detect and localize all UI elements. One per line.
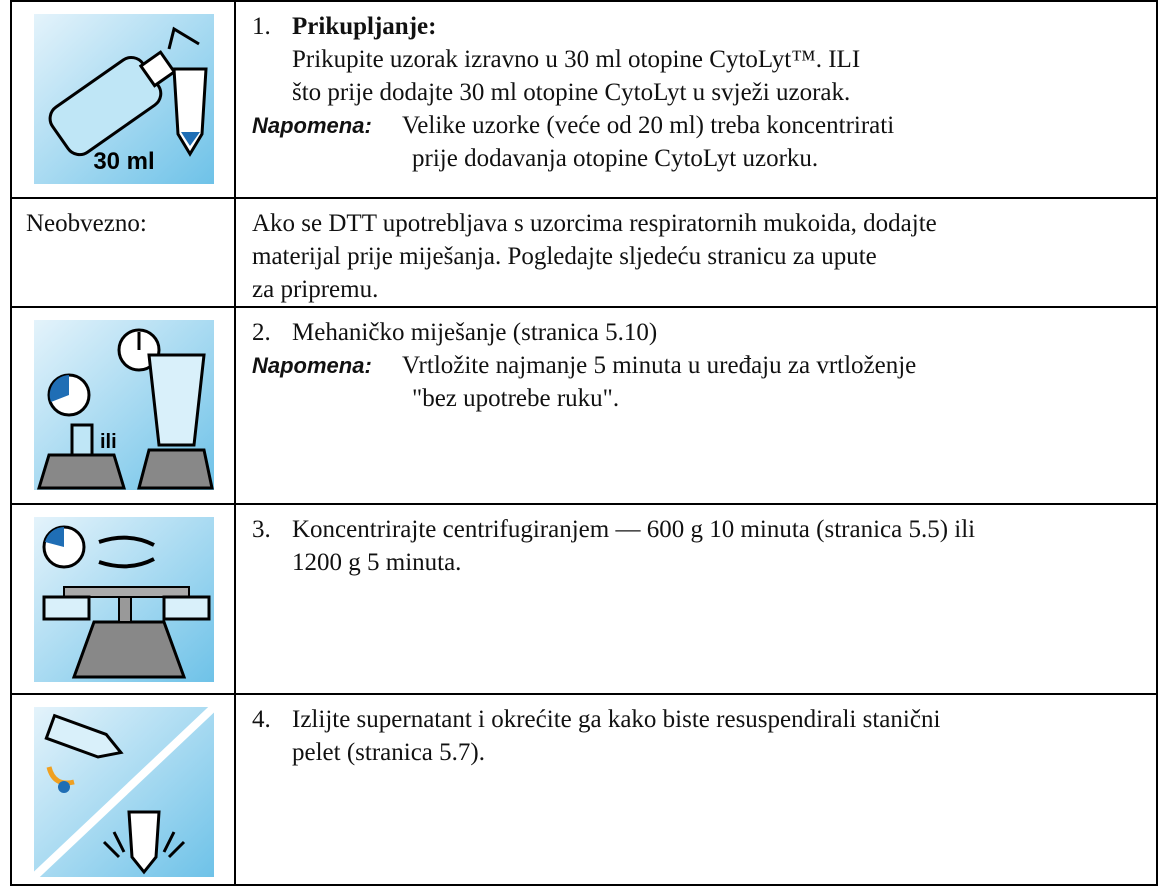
icon-decant xyxy=(34,707,214,877)
step-number: 3. xyxy=(252,516,271,543)
line: za pripremu. xyxy=(252,276,379,303)
line: "bez upotrebe ruku". xyxy=(412,385,620,412)
line: Izlijte supernatant i okrećite ga kako b… xyxy=(292,706,941,733)
icon-cell xyxy=(10,503,236,695)
line: Velike uzorke (veće od 20 ml) treba konc… xyxy=(402,112,895,139)
row: Neobvezno: Ako se DTT upotrebljava s uzo… xyxy=(10,197,1158,308)
icon-label: 30 ml xyxy=(93,148,154,175)
text-cell: 4. Izlijte supernatant i okrećite ga kako… xyxy=(234,693,1158,886)
step-number: 2. xyxy=(252,319,271,346)
row: 4. Izlijte supernatant i okrećite ga kako… xyxy=(10,693,1158,886)
line: Mehaničko miješanje (stranica 5.10) xyxy=(292,319,658,346)
text-cell: 1. Prikupljanje: Prikupite uzorak izravno… xyxy=(234,0,1158,199)
line: Koncentrirajte centrifugiranjem — 600 g … xyxy=(292,516,976,543)
line: prije dodavanja otopine CytoLyt uzorku. xyxy=(412,145,819,172)
step-heading: Prikupljanje: xyxy=(292,13,437,40)
icon-cell: ili xyxy=(10,306,236,505)
line: 1200 g 5 minuta. xyxy=(292,549,462,576)
icon-vortex: ili xyxy=(34,320,214,490)
text-cell: Ako se DTT upotrebljava s uzorcima respi… xyxy=(234,197,1158,308)
icon-cell xyxy=(10,693,236,886)
procedure-table: 30 ml 1. Prikupljanje: Prikupite uzorak i… xyxy=(10,0,1158,886)
line: materijal prije miješanja. Pogledajte sl… xyxy=(252,243,877,270)
text-cell: 3. Koncentrirajte centrifugiranjem — 600 … xyxy=(234,503,1158,695)
line: što prije dodajte 30 ml otopine CytoLyt … xyxy=(292,79,851,106)
icon-label: ili xyxy=(100,431,117,453)
icon-collect: 30 ml xyxy=(34,14,214,184)
note: Napomena: Velike uzorke (veće od 20 ml) t… xyxy=(252,109,1142,175)
label-cell: Neobvezno: xyxy=(10,197,236,308)
note: Napomena: Vrtložite najmanje 5 minuta u u… xyxy=(252,349,1142,415)
line: Ako se DTT upotrebljava s uzorcima respi… xyxy=(252,210,937,237)
icon-centrifuge xyxy=(34,517,214,682)
row: 3. Koncentrirajte centrifugiranjem — 600 … xyxy=(10,503,1158,695)
line: pelet (stranica 5.7). xyxy=(292,739,485,766)
note-label: Napomena: xyxy=(252,353,372,378)
icon-cell: 30 ml xyxy=(10,0,236,199)
row: 30 ml 1. Prikupljanje: Prikupite uzorak i… xyxy=(10,0,1158,199)
text-cell: 2. Mehaničko miješanje (stranica 5.10) Na… xyxy=(234,306,1158,505)
step-number: 1. xyxy=(252,13,271,40)
step-number: 4. xyxy=(252,706,271,733)
line: Prikupite uzorak izravno u 30 ml otopine… xyxy=(292,46,861,73)
line: Vrtložite najmanje 5 minuta u uređaju za… xyxy=(402,352,917,379)
note-label: Napomena: xyxy=(252,113,372,138)
row: ili 2. Mehaničko miješanje (stranica 5.10… xyxy=(10,306,1158,505)
